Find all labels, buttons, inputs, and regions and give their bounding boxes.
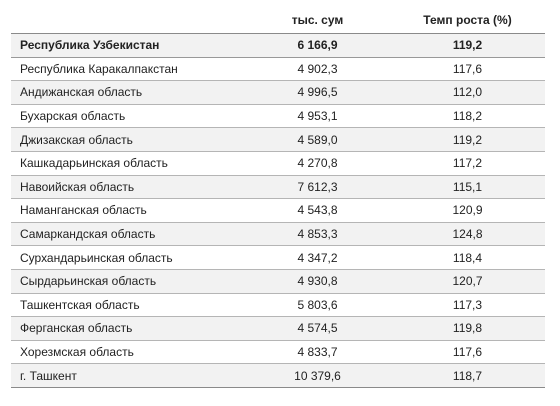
region-name-cell: Ферганская область [11, 316, 245, 341]
growth-rate-cell: 118,4 [390, 245, 545, 270]
table-row: Кашкадарьинская область 4 270,8 117,2 [11, 151, 545, 176]
value-cell: 4 930,8 [245, 269, 390, 294]
table-row: Ферганская область 4 574,5 119,8 [11, 316, 545, 341]
region-name-cell: Хорезмская область [11, 340, 245, 365]
region-name-cell: Самаркандская область [11, 222, 245, 247]
region-name-cell: Наманганская область [11, 198, 245, 223]
value-cell: 4 574,5 [245, 316, 390, 341]
table-row: Республика Каракалпакстан 4 902,3 117,6 [11, 57, 545, 82]
value-cell: 4 589,0 [245, 127, 390, 152]
value-cell: 4 853,3 [245, 222, 390, 247]
growth-rate-cell: 119,2 [390, 127, 545, 152]
table-row: Наманганская область 4 543,8 120,9 [11, 198, 545, 223]
region-name-cell: Навоийская область [11, 175, 245, 200]
table-body: Республика Узбекистан 6 166,9 119,2 Республ… [11, 33, 545, 388]
growth-rate-cell: 117,6 [390, 340, 545, 365]
growth-rate-cell: 112,0 [390, 80, 545, 105]
value-cell: 10 379,6 [245, 363, 390, 388]
table-header: тыс. сум Темп роста (%) [11, 7, 545, 34]
region-name-cell: Республика Каракалпакстан [11, 57, 245, 82]
growth-rate-cell: 120,9 [390, 198, 545, 223]
growth-rate-cell: 119,8 [390, 316, 545, 341]
table-row: г. Ташкент 10 379,6 118,7 [11, 363, 545, 388]
table-row: Ташкентская область 5 803,6 117,3 [11, 293, 545, 318]
table-row: Джизакская область 4 589,0 119,2 [11, 127, 545, 152]
growth-rate-cell: 117,2 [390, 151, 545, 176]
table-row: Навоийская область 7 612,3 115,1 [11, 175, 545, 200]
growth-rate-cell: 124,8 [390, 222, 545, 247]
header-value: тыс. сум [245, 7, 390, 34]
region-name-cell: Кашкадарьинская область [11, 151, 245, 176]
region-name-cell: г. Ташкент [11, 363, 245, 388]
growth-rate-cell: 120,7 [390, 269, 545, 294]
header-region [11, 7, 245, 34]
value-cell: 4 953,1 [245, 104, 390, 129]
region-name-cell: Андижанская область [11, 80, 245, 105]
value-cell: 4 902,3 [245, 57, 390, 82]
value-cell: 4 270,8 [245, 151, 390, 176]
region-name-cell: Ташкентская область [11, 293, 245, 318]
growth-rate-cell: 118,7 [390, 363, 545, 388]
value-cell: 6 166,9 [245, 33, 390, 58]
region-name-cell: Бухарская область [11, 104, 245, 129]
table-row-total: Республика Узбекистан 6 166,9 119,2 [11, 33, 545, 58]
growth-rate-cell: 119,2 [390, 33, 545, 58]
table-row: Сурхандарьинская область 4 347,2 118,4 [11, 245, 545, 270]
regional-income-table: тыс. сум Темп роста (%) Республика Узбек… [11, 7, 545, 388]
table-row: Андижанская область 4 996,5 112,0 [11, 80, 545, 105]
region-name-cell: Сурхандарьинская область [11, 245, 245, 270]
value-cell: 4 347,2 [245, 245, 390, 270]
header-row: тыс. сум Темп роста (%) [11, 7, 545, 34]
region-name-cell: Сырдарьинская область [11, 269, 245, 294]
table-row: Самаркандская область 4 853,3 124,8 [11, 222, 545, 247]
table-row: Сырдарьинская область 4 930,8 120,7 [11, 269, 545, 294]
header-growth-rate: Темп роста (%) [390, 7, 545, 34]
growth-rate-cell: 117,3 [390, 293, 545, 318]
value-cell: 5 803,6 [245, 293, 390, 318]
region-name-cell: Республика Узбекистан [11, 33, 245, 58]
growth-rate-cell: 115,1 [390, 175, 545, 200]
value-cell: 4 996,5 [245, 80, 390, 105]
growth-rate-cell: 118,2 [390, 104, 545, 129]
table-row: Бухарская область 4 953,1 118,2 [11, 104, 545, 129]
value-cell: 4 543,8 [245, 198, 390, 223]
region-name-cell: Джизакская область [11, 127, 245, 152]
data-table-container: тыс. сум Темп роста (%) Республика Узбек… [11, 7, 545, 388]
value-cell: 7 612,3 [245, 175, 390, 200]
growth-rate-cell: 117,6 [390, 57, 545, 82]
table-row: Хорезмская область 4 833,7 117,6 [11, 340, 545, 365]
value-cell: 4 833,7 [245, 340, 390, 365]
